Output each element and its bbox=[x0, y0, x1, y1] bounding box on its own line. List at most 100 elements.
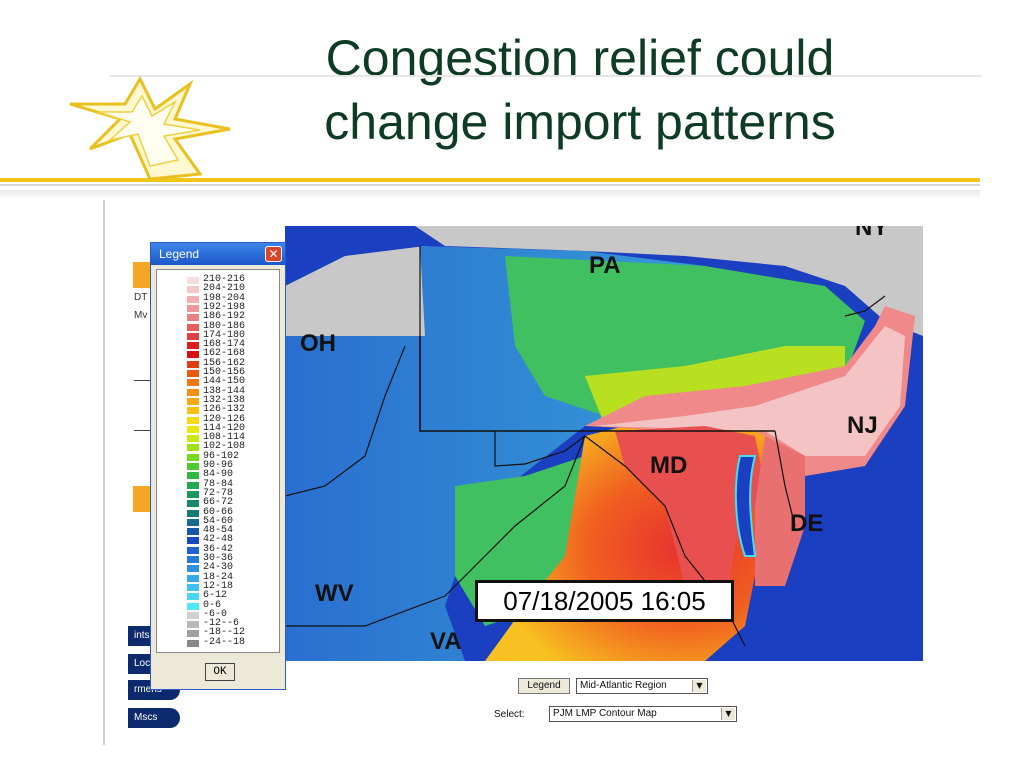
close-icon[interactable]: ✕ bbox=[265, 246, 282, 262]
legend-button[interactable]: Legend bbox=[518, 678, 570, 694]
legend-label: -12--6 bbox=[203, 618, 240, 630]
chevron-down-icon[interactable]: ▼ bbox=[692, 680, 706, 692]
legend-label: 12-18 bbox=[203, 580, 234, 592]
legend-swatch bbox=[187, 453, 199, 461]
legend-label: 198-204 bbox=[203, 292, 246, 304]
title-line-1: Congestion relief could bbox=[325, 30, 835, 86]
map-type-select-value: PJM LMP Contour Map bbox=[553, 708, 657, 719]
legend-swatch bbox=[187, 407, 199, 415]
legend-swatch bbox=[187, 397, 199, 405]
map-graphic bbox=[285, 226, 923, 661]
legend-entry: 132-138 bbox=[161, 394, 277, 406]
legend-label: 150-156 bbox=[203, 367, 246, 378]
legend-label: 126-132 bbox=[203, 404, 246, 416]
legend-entry: 18-24 bbox=[161, 571, 277, 583]
side-nav-pill-4[interactable]: Mscs bbox=[128, 708, 180, 728]
legend-entry: 126-132 bbox=[161, 404, 277, 416]
legend-swatch bbox=[187, 304, 199, 312]
state-label-wv: WV bbox=[315, 580, 354, 607]
legend-swatch bbox=[187, 388, 199, 396]
side-text-2: Mv bbox=[134, 310, 148, 321]
legend-swatch bbox=[187, 500, 199, 508]
state-label-md: MD bbox=[650, 452, 688, 479]
legend-entry: 186-192 bbox=[161, 311, 277, 323]
legend-label: 72-78 bbox=[203, 487, 234, 499]
legend-entry: 0-6 bbox=[161, 600, 277, 611]
legend-entry: 78-84 bbox=[161, 479, 277, 490]
legend-entry: 36-42 bbox=[161, 543, 277, 555]
legend-label: 138-144 bbox=[203, 385, 246, 397]
legend-swatch bbox=[187, 583, 199, 591]
legend-entry: 42-48 bbox=[161, 534, 277, 546]
legend-label: -24--18 bbox=[203, 636, 246, 648]
lmp-contour-map[interactable]: PA OH NJ MD DE WV VA NY bbox=[285, 226, 923, 661]
legend-entry: 114-120 bbox=[161, 423, 277, 434]
legend-label: 156-162 bbox=[203, 357, 246, 369]
legend-entry: 12-18 bbox=[161, 580, 277, 592]
legend-swatch bbox=[187, 621, 199, 629]
side-orange-block bbox=[133, 262, 153, 288]
legend-label: 132-138 bbox=[203, 394, 246, 406]
legend-label: 144-150 bbox=[203, 376, 246, 388]
legend-swatch bbox=[187, 602, 199, 610]
legend-swatch bbox=[187, 528, 199, 536]
legend-entry: -24--18 bbox=[161, 636, 277, 648]
legend-entry: 210-216 bbox=[161, 274, 277, 285]
map-type-select[interactable]: PJM LMP Contour Map ▼ bbox=[549, 706, 737, 722]
legend-swatch bbox=[187, 314, 199, 322]
legend-label: 120-126 bbox=[203, 413, 246, 425]
chevron-down-icon[interactable]: ▼ bbox=[721, 708, 735, 720]
legend-label: 30-36 bbox=[203, 553, 234, 564]
legend-swatch bbox=[187, 463, 199, 470]
legend-entry: 156-162 bbox=[161, 357, 277, 369]
legend-label: 48-54 bbox=[203, 525, 234, 537]
region-select[interactable]: Mid-Atlantic Region ▼ bbox=[576, 678, 708, 694]
side-orange-block-2 bbox=[133, 486, 153, 512]
legend-label: 168-174 bbox=[203, 339, 246, 351]
accent-rule-grey bbox=[0, 184, 980, 186]
legend-swatch bbox=[187, 565, 199, 573]
side-text-1: DT bbox=[134, 292, 148, 303]
legend-entry: 102-108 bbox=[161, 441, 277, 452]
legend-entry: 60-66 bbox=[161, 507, 277, 518]
legend-swatch bbox=[187, 295, 199, 303]
legend-label: 108-114 bbox=[203, 432, 246, 444]
legend-entry: 168-174 bbox=[161, 339, 277, 351]
legend-entry: 198-204 bbox=[161, 292, 277, 304]
legend-label: 204-210 bbox=[203, 283, 246, 295]
legend-label: 42-48 bbox=[203, 534, 234, 546]
legend-entry: 30-36 bbox=[161, 553, 277, 564]
legend-swatch bbox=[187, 277, 199, 284]
legend-label: 18-24 bbox=[203, 571, 234, 583]
legend-window-title: Legend bbox=[151, 243, 285, 265]
legend-swatch bbox=[187, 481, 199, 489]
legend-swatch bbox=[187, 286, 199, 294]
legend-label: 36-42 bbox=[203, 543, 234, 555]
state-label-pa: PA bbox=[589, 252, 621, 279]
legend-swatch bbox=[187, 342, 199, 350]
legend-entry: 144-150 bbox=[161, 376, 277, 388]
legend-swatch bbox=[187, 490, 199, 498]
legend-entry: 108-114 bbox=[161, 432, 277, 444]
legend-window[interactable]: Legend ✕ 210-216 204-210 198-204 192-198 186… bbox=[150, 242, 286, 690]
legend-swatch bbox=[187, 370, 199, 377]
side-divider-2 bbox=[134, 430, 152, 431]
legend-swatch bbox=[187, 546, 199, 554]
legend-entry: 72-78 bbox=[161, 487, 277, 499]
side-divider bbox=[134, 380, 152, 381]
legend-entry: 54-60 bbox=[161, 516, 277, 527]
legend-entry: -12--6 bbox=[161, 618, 277, 630]
legend-label: -6-0 bbox=[203, 608, 228, 620]
region-select-value: Mid-Atlantic Region bbox=[580, 680, 667, 691]
legend-entry: 192-198 bbox=[161, 302, 277, 313]
legend-ok-button[interactable]: OK bbox=[205, 663, 235, 681]
legend-swatch bbox=[187, 416, 199, 424]
legend-swatch bbox=[187, 574, 199, 582]
legend-list: 210-216 204-210 198-204 192-198 186-192 180-1… bbox=[156, 269, 280, 653]
title-line-2: change import patterns bbox=[324, 94, 836, 150]
legend-entry: 174-180 bbox=[161, 330, 277, 341]
slide-title: Congestion relief could change import pa… bbox=[240, 26, 920, 154]
legend-label: 186-192 bbox=[203, 311, 246, 323]
screenshot-border bbox=[103, 200, 105, 745]
legend-entry: -6-0 bbox=[161, 608, 277, 620]
